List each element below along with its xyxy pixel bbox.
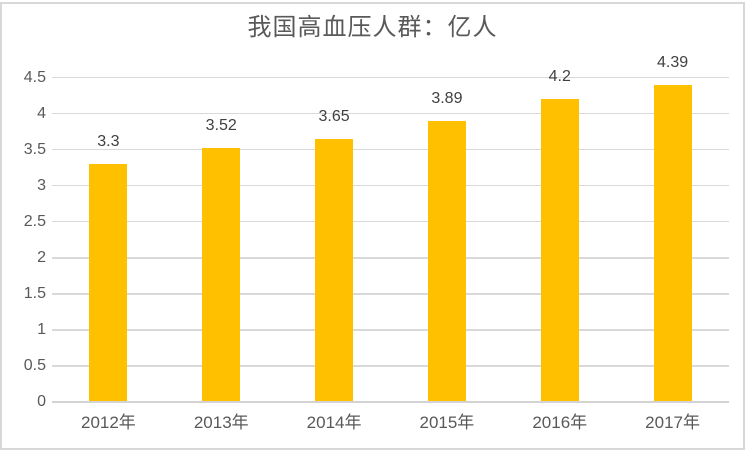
y-axis-tick-label: 2 xyxy=(37,248,46,266)
y-gridline xyxy=(52,220,729,223)
bar xyxy=(427,121,466,401)
y-gridline xyxy=(52,112,729,115)
y-axis-tick-label: 1.5 xyxy=(23,284,46,302)
bar-value-label: 3.89 xyxy=(431,90,463,108)
bar-value-label: 4.39 xyxy=(657,54,689,72)
x-axis-tick-label: 2013年 xyxy=(193,413,249,432)
y-gridline xyxy=(52,365,729,367)
bar xyxy=(202,148,241,401)
y-axis-tick-label: 4 xyxy=(37,104,46,122)
x-axis-tick-label: 2017年 xyxy=(645,413,700,432)
y-gridline xyxy=(52,76,729,79)
x-axis-tick-label: 2016年 xyxy=(532,413,588,432)
chart-title: 我国高血压人群：亿人 xyxy=(247,15,498,41)
bar-value-label: 3.52 xyxy=(205,117,237,135)
y-gridline xyxy=(52,257,729,259)
x-axis-line xyxy=(52,401,729,403)
y-axis-tick-label: 3.5 xyxy=(23,140,46,158)
x-axis-tick-label: 2012年 xyxy=(80,413,136,432)
bar xyxy=(315,138,354,401)
x-axis-tick-label: 2014年 xyxy=(306,413,362,432)
y-axis-tick-label: 0 xyxy=(37,393,46,410)
y-axis-tick-label: 1 xyxy=(37,320,46,338)
bar-value-label: 3.65 xyxy=(318,107,350,125)
y-axis-tick-label: 3 xyxy=(37,176,46,194)
bar xyxy=(540,99,579,401)
x-axis-tick-label: 2015年 xyxy=(419,413,475,432)
bar xyxy=(653,85,692,401)
bar-value-label: 4.2 xyxy=(548,68,571,86)
y-axis-tick-label: 4.5 xyxy=(23,68,46,86)
y-gridline xyxy=(52,329,729,331)
y-axis-tick-label: 0.5 xyxy=(23,356,46,374)
y-gridline xyxy=(52,293,729,295)
y-gridline xyxy=(52,148,729,151)
bar-value-label: 3.3 xyxy=(97,133,120,151)
bar xyxy=(89,164,128,401)
y-axis-tick-label: 2.5 xyxy=(23,212,46,230)
y-gridline xyxy=(52,184,729,187)
